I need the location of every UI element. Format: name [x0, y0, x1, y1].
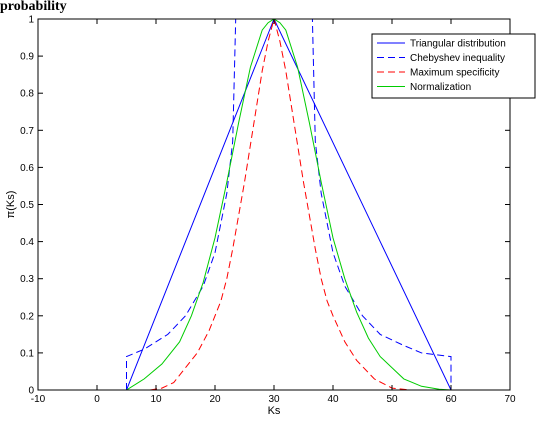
y-tick-label: 0.1 [20, 348, 34, 359]
x-tick-label: 20 [209, 394, 221, 405]
x-tick-label: -10 [31, 394, 46, 405]
x-tick-label: 30 [268, 394, 280, 405]
y-tick-label: 0.2 [20, 311, 34, 322]
y-tick-label: 0.3 [20, 274, 34, 285]
y-tick-label: 1 [28, 15, 34, 26]
caption: probability [0, 0, 67, 14]
legend-label: Maximum specificity [410, 68, 499, 79]
y-tick-label: 0.7 [20, 126, 34, 137]
x-tick-label: 50 [386, 394, 398, 405]
y-tick-label: 0.4 [20, 237, 34, 248]
legend-box [371, 33, 536, 99]
legend: Triangular distribution Chebyshev inequal… [371, 33, 536, 99]
series-line-chebyshev-inequality [126, 19, 452, 390]
x-tick-label: 60 [445, 394, 457, 405]
series-line-normalization [126, 19, 452, 390]
x-tick-label: 0 [94, 394, 100, 405]
x-tick-label: 40 [327, 394, 339, 405]
legend-label: Triangular distribution [410, 39, 506, 50]
x-tick-label: 10 [150, 394, 162, 405]
legend-label: Normalization [410, 82, 471, 93]
legend-label: Chebyshev inequality [410, 53, 505, 64]
x-axis-label: Ks [268, 405, 281, 417]
series-line-triangular-distribution [126, 19, 452, 390]
y-tick-label: 0.9 [20, 52, 34, 63]
y-tick-label: 0.5 [20, 200, 34, 211]
y-tick-label: 0 [28, 386, 34, 397]
x-tick-label: 70 [504, 394, 516, 405]
series-layer [126, 19, 452, 390]
y-axis-label: π(Ks) [5, 191, 17, 219]
y-tick-label: 0.6 [20, 163, 34, 174]
series-line-maximum-specificity [150, 19, 410, 390]
ticks-layer: -10 0 10 20 30 40 50 60 7000.10.20.30.40.50.60.7… [20, 15, 516, 406]
y-tick-label: 0.8 [20, 89, 34, 100]
